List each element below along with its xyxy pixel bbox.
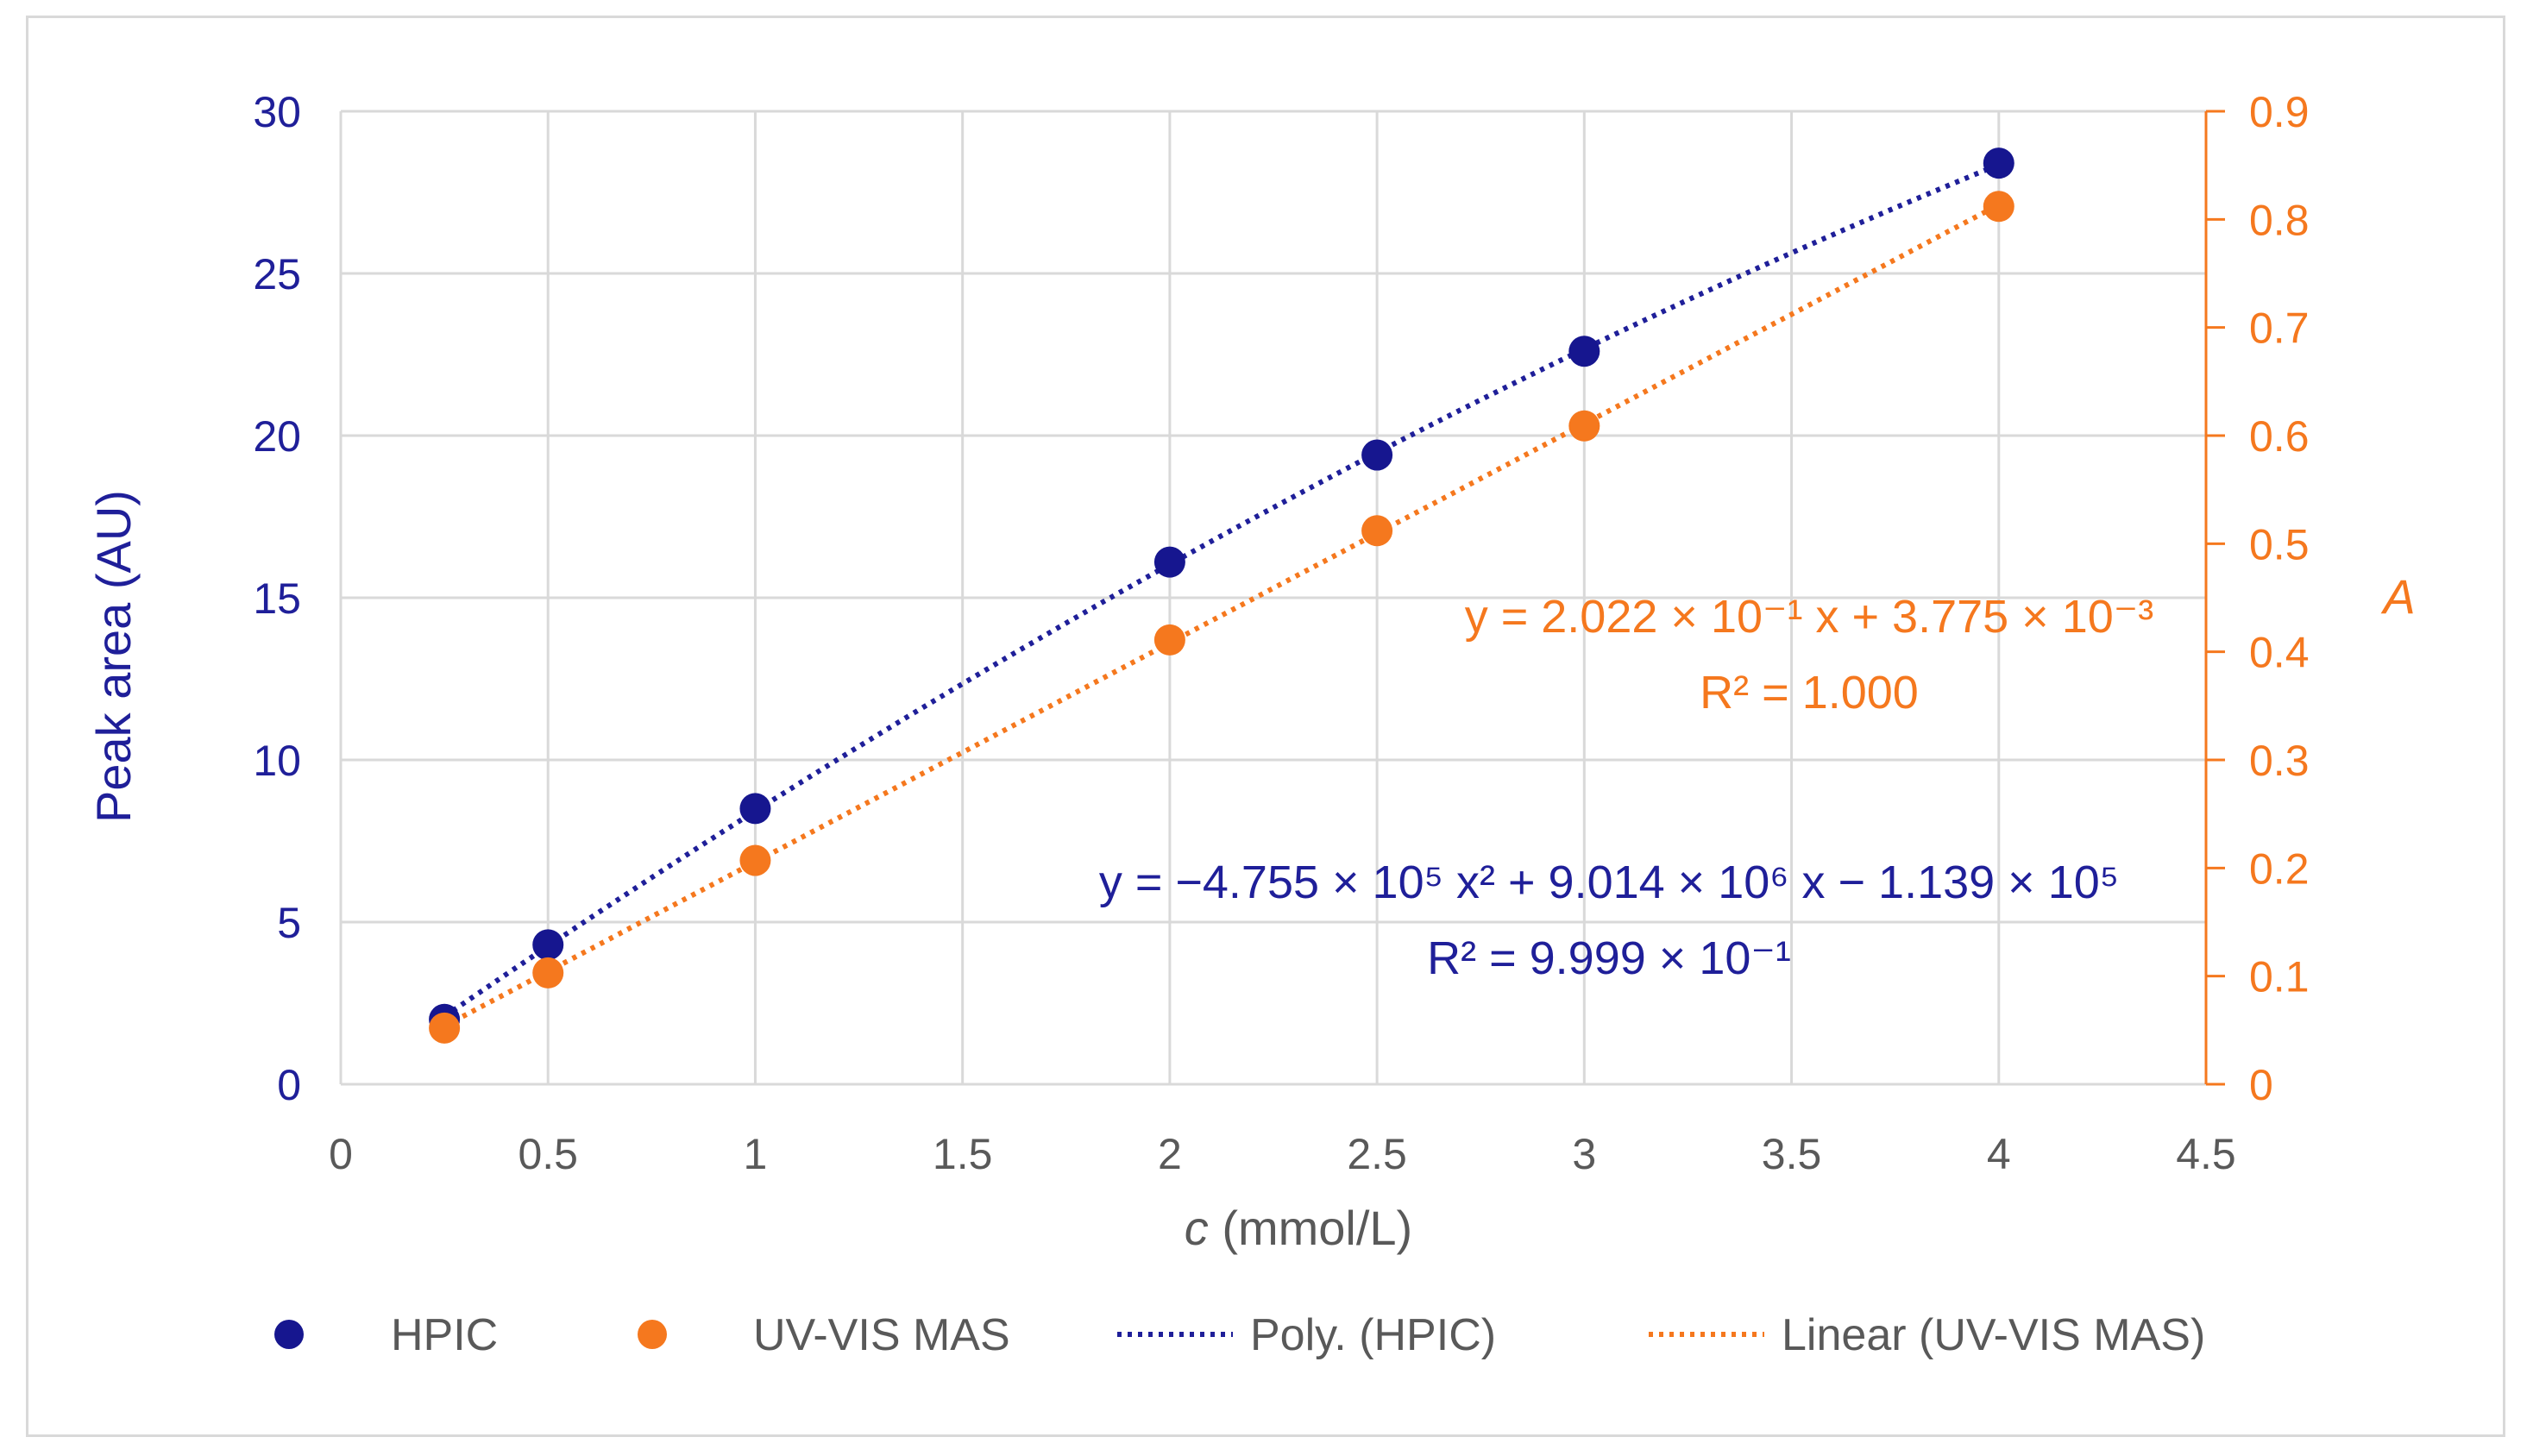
- y-tick-label: 20: [253, 412, 301, 461]
- y-tick-label: 5: [277, 899, 301, 947]
- y2-tick-label: 0.1: [2249, 953, 2310, 1001]
- hpic-point: [532, 929, 564, 961]
- y-tick-label: 25: [253, 250, 301, 298]
- legend-label-uvvis: UV-VIS MAS: [753, 1310, 1010, 1360]
- x-tick-label: 3.5: [1762, 1130, 1822, 1178]
- hpic-point: [1568, 336, 1600, 367]
- y2-tick-label: 0.7: [2249, 304, 2310, 353]
- x-tick-label: 2: [1158, 1130, 1182, 1178]
- x-axis-title-var: c: [1185, 1201, 1209, 1255]
- grid: [339, 110, 2208, 1086]
- y2-tick-label: 0.9: [2249, 88, 2310, 136]
- hpic-point: [1361, 439, 1393, 471]
- x-tick-label: 0: [329, 1130, 353, 1178]
- uvvis-point: [532, 957, 564, 988]
- uvvis-point: [1361, 515, 1393, 547]
- chart: 0 0.5 1 1.5 2 2.5 3 3.5 4 4.5 0 5 10 15 20 25 30 0 0.1 0.2 0…: [86, 88, 2416, 1360]
- y2-tick-label: 0.2: [2249, 844, 2310, 893]
- uvvis-point: [429, 1012, 461, 1044]
- y-tick-label: 30: [253, 88, 301, 136]
- trendlines: [443, 162, 2001, 1029]
- linear-equation: y = 2.022 × 10⁻¹ x + 3.775 × 10⁻³: [1465, 591, 2154, 643]
- poly-r2: R² = 9.999 × 10⁻¹: [1427, 932, 1791, 984]
- y-tick-label: 0: [277, 1061, 301, 1109]
- legend-marker-uvvis: [638, 1320, 667, 1349]
- y2-tick-label: 0.4: [2249, 629, 2310, 677]
- data-points: [429, 147, 2014, 1044]
- legend-label-linear: Linear (UV-VIS MAS): [1782, 1310, 2205, 1360]
- hpic-point: [739, 793, 771, 825]
- y-tick-label: 15: [253, 574, 301, 623]
- y2-tick-label: 0: [2249, 1061, 2273, 1109]
- hpic-point: [1153, 546, 1185, 578]
- linear-trendline: [443, 202, 2001, 1029]
- x-tick-label: 0.5: [518, 1130, 578, 1178]
- x-axis-title: c (mmol/L): [1185, 1201, 1412, 1255]
- uvvis-point: [739, 844, 771, 876]
- legend-label-poly: Poly. (HPIC): [1250, 1310, 1496, 1360]
- hpic-point: [1983, 147, 2014, 179]
- uvvis-point: [1568, 410, 1600, 442]
- linear-r2: R² = 1.000: [1700, 667, 1919, 719]
- uvvis-point: [1153, 624, 1185, 656]
- y2-tick-label: 0.3: [2249, 737, 2310, 785]
- y2-tick-label: 0.8: [2249, 196, 2310, 244]
- y-tick-label: 10: [253, 737, 301, 785]
- x-tick-label: 4: [1987, 1130, 2011, 1178]
- uvvis-point: [1983, 191, 2014, 223]
- y2-tick-label: 0.6: [2249, 412, 2310, 461]
- chart-frame: 0 0.5 1 1.5 2 2.5 3 3.5 4 4.5 0 5 10 15 20 25 30 0 0.1 0.2 0…: [26, 16, 2505, 1437]
- x-tick-label: 4.5: [2176, 1130, 2236, 1178]
- x-tick-label: 3: [1572, 1130, 1596, 1178]
- legend-label-hpic: HPIC: [391, 1310, 498, 1360]
- x-tick-label: 1: [744, 1130, 768, 1178]
- labels: Peak area (AU) A c (mmol/L) y = 2.022 × …: [86, 490, 2416, 1255]
- poly-trendline: [443, 162, 2000, 1019]
- x-tick-label: 1.5: [933, 1130, 993, 1178]
- legend-marker-hpic: [274, 1320, 304, 1349]
- axes: 0 0.5 1 1.5 2 2.5 3 3.5 4 4.5 0 5 10 15 20 25 30 0 0.1 0.2 0…: [253, 88, 2309, 1178]
- y-axis-title: Peak area (AU): [86, 490, 141, 823]
- y2-axis-title: A: [2380, 569, 2415, 624]
- poly-equation: y = −4.755 × 10⁵ x² + 9.014 × 10⁶ x − 1.…: [1099, 857, 2119, 908]
- y2-tick-label: 0.5: [2249, 520, 2310, 568]
- legend: HPIC UV-VIS MAS Poly. (HPIC) Linear (UV-…: [274, 1310, 2205, 1360]
- x-tick-label: 2.5: [1347, 1130, 1407, 1178]
- x-axis-title-unit: (mmol/L): [1209, 1201, 1412, 1255]
